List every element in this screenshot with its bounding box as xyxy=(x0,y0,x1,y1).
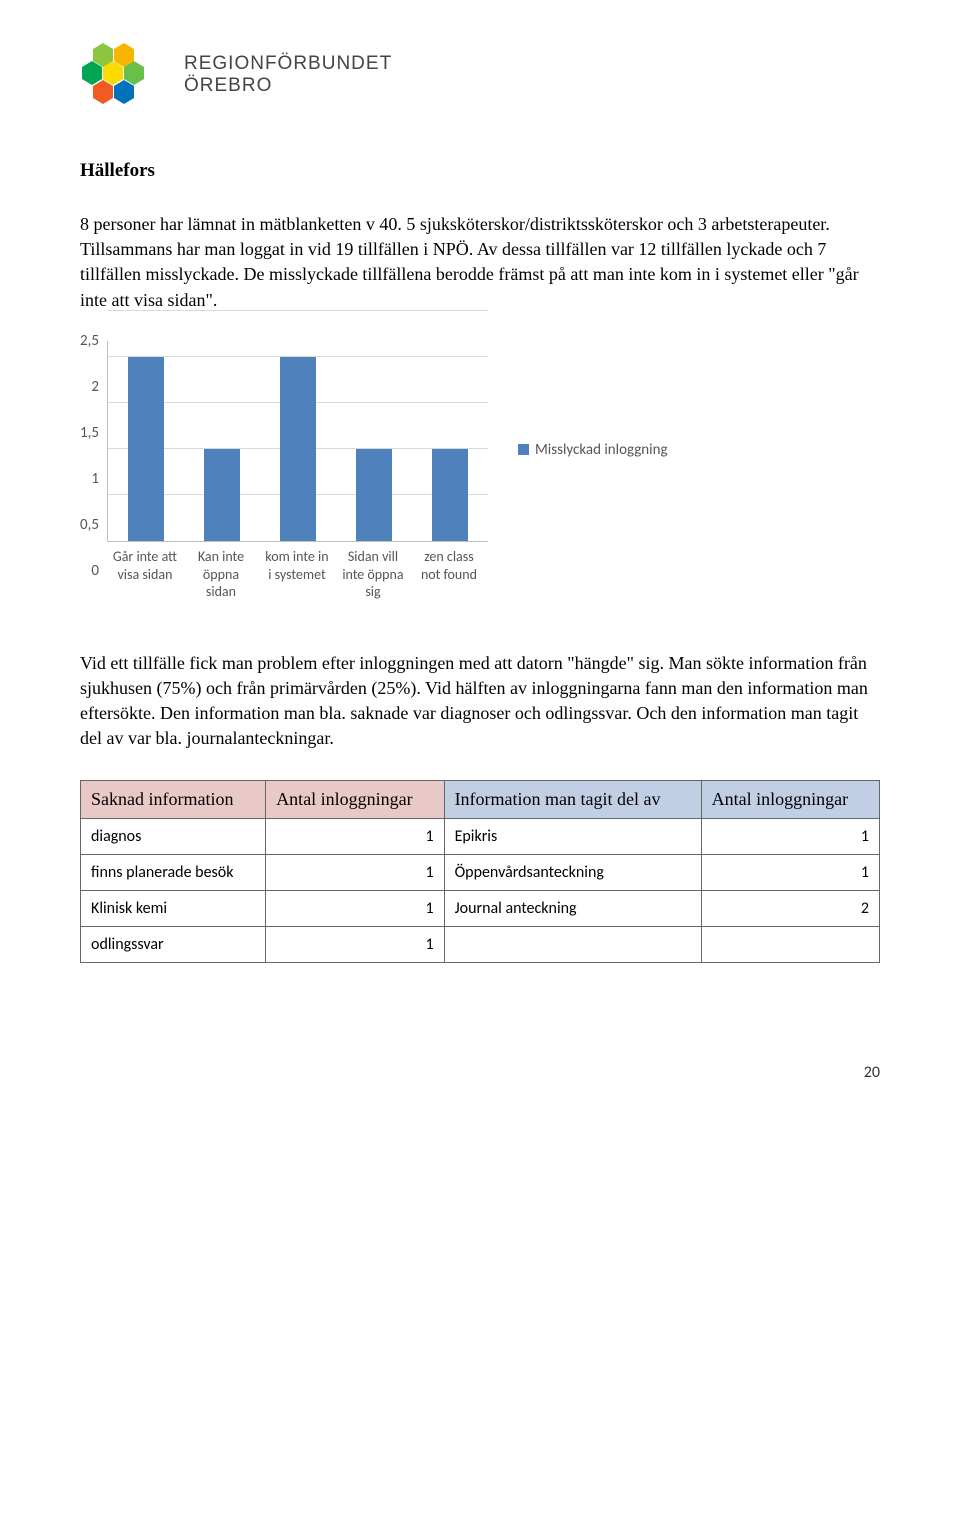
chart-legend: Misslyckad inloggning xyxy=(518,441,668,459)
intro-paragraph-2: Vid ett tillfälle fick man problem efter… xyxy=(80,651,880,752)
bar-group xyxy=(336,341,412,542)
cell: Öppenvårdsanteckning xyxy=(444,854,701,890)
bar-group xyxy=(260,341,336,542)
x-axis-labels: Går inte att visa sidanKan inte öppna si… xyxy=(107,548,488,601)
org-name: REGIONFÖRBUNDET ÖREBRO xyxy=(184,53,392,97)
cell: 1 xyxy=(266,926,444,962)
table-row: odlingssvar1 xyxy=(81,926,880,962)
failed-login-chart: 2,521,510,50 Går inte att visa sidanKan … xyxy=(80,341,880,601)
bar-group xyxy=(108,341,184,542)
page-number: 20 xyxy=(80,1063,880,1082)
x-label: Går inte att visa sidan xyxy=(107,548,183,601)
legend-swatch xyxy=(518,444,529,455)
th-antal-r: Antal inloggningar xyxy=(701,780,879,818)
legend-label: Misslyckad inloggning xyxy=(535,441,668,459)
table-row: finns planerade besök1Öppenvårdsanteckni… xyxy=(81,854,880,890)
cell xyxy=(701,926,879,962)
cell: 1 xyxy=(266,854,444,890)
page-header: REGIONFÖRBUNDET ÖREBRO xyxy=(80,40,880,110)
org-line2: ÖREBRO xyxy=(184,75,392,97)
bar xyxy=(128,357,164,541)
bar-group xyxy=(412,341,488,542)
table-row: Klinisk kemi1Journal anteckning2 xyxy=(81,890,880,926)
cell: 1 xyxy=(701,854,879,890)
th-tagit-del: Information man tagit del av xyxy=(444,780,701,818)
bar xyxy=(356,449,392,541)
x-label: Kan inte öppna sidan xyxy=(183,548,259,601)
cell: 1 xyxy=(266,890,444,926)
bar xyxy=(280,357,316,541)
info-table: Saknad information Antal inloggningar In… xyxy=(80,780,880,963)
cell: Epikris xyxy=(444,818,701,854)
cell: 2 xyxy=(701,890,879,926)
logo-icon xyxy=(80,40,170,110)
section-title: Hällefors xyxy=(80,160,880,182)
cell: 1 xyxy=(701,818,879,854)
table-row: diagnos1Epikris1 xyxy=(81,818,880,854)
y-axis: 2,521,510,50 xyxy=(80,341,107,571)
cell: 1 xyxy=(266,818,444,854)
cell xyxy=(444,926,701,962)
bar-group xyxy=(184,341,260,542)
th-antal-l: Antal inloggningar xyxy=(266,780,444,818)
cell: Klinisk kemi xyxy=(81,890,266,926)
th-saknad: Saknad information xyxy=(81,780,266,818)
intro-paragraph-1: 8 personer har lämnat in mätblanketten v… xyxy=(80,212,880,313)
cell: finns planerade besök xyxy=(81,854,266,890)
bar xyxy=(432,449,468,541)
bar xyxy=(204,449,240,541)
x-label: zen class not found xyxy=(411,548,487,601)
plot-area xyxy=(107,341,488,543)
x-label: kom inte in i systemet xyxy=(259,548,335,601)
org-line1: REGIONFÖRBUNDET xyxy=(184,53,392,75)
cell: odlingssvar xyxy=(81,926,266,962)
x-label: Sidan vill inte öppna sig xyxy=(335,548,411,601)
cell: Journal anteckning xyxy=(444,890,701,926)
chart-area: 2,521,510,50 Går inte att visa sidanKan … xyxy=(80,341,488,601)
cell: diagnos xyxy=(81,818,266,854)
